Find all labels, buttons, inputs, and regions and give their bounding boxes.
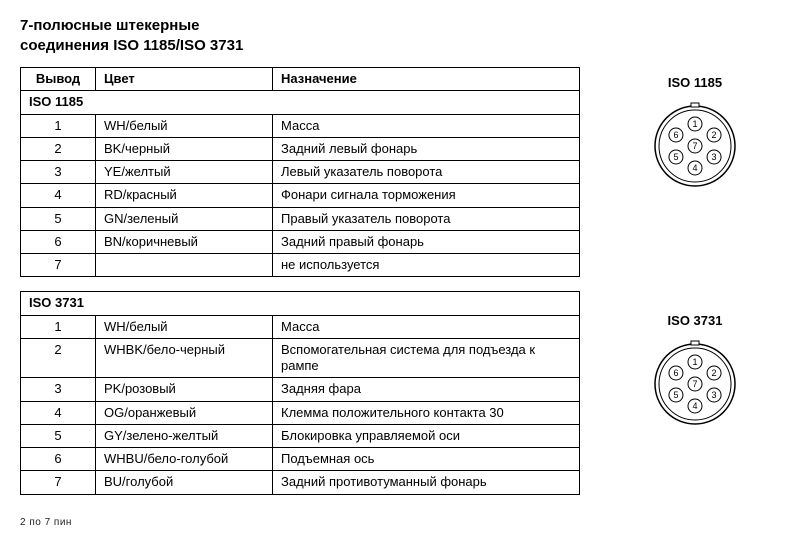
cell-color: OG/оранжевый bbox=[96, 401, 273, 424]
svg-text:7: 7 bbox=[692, 379, 697, 389]
cell-color: WHBU/бело-голубой bbox=[96, 448, 273, 471]
cell-color: PK/розовый bbox=[96, 378, 273, 401]
table-row: 2BK/черныйЗадний левый фонарь bbox=[21, 137, 580, 160]
header-pin: Вывод bbox=[21, 68, 96, 91]
title-line1: 7-полюсные штекерные bbox=[20, 17, 199, 34]
title-line2: соединения ISO 1185/ISO 3731 bbox=[20, 37, 243, 54]
section-row-iso1185: ISO 1185 bbox=[21, 91, 580, 114]
cell-pin: 5 bbox=[21, 207, 96, 230]
table-row: 7 не используется bbox=[21, 254, 580, 277]
svg-text:6: 6 bbox=[673, 130, 678, 140]
cell-pin: 4 bbox=[21, 184, 96, 207]
diagram-label: ISO 1185 bbox=[650, 75, 740, 90]
cell-color: GN/зеленый bbox=[96, 207, 273, 230]
cell-pin: 3 bbox=[21, 161, 96, 184]
table-row: 6BN/коричневыйЗадний правый фонарь bbox=[21, 230, 580, 253]
cell-func: Задний противотуманный фонарь bbox=[273, 471, 580, 494]
table-row: 4RD/красныйФонари сигнала торможения bbox=[21, 184, 580, 207]
cell-func: Подъемная ось bbox=[273, 448, 580, 471]
cell-func: Задняя фара bbox=[273, 378, 580, 401]
cell-func: Задний правый фонарь bbox=[273, 230, 580, 253]
cell-color: WH/белый bbox=[96, 315, 273, 338]
page-title: 7-полюсные штекерные соединения ISO 1185… bbox=[20, 16, 780, 55]
svg-text:2: 2 bbox=[712, 130, 717, 140]
diagrams-column: ISO 1185 1 2 3 4 5 6 7 ISO 3731 1 2 3 4 5 6 7 bbox=[610, 67, 780, 431]
cell-func: Задний левый фонарь bbox=[273, 137, 580, 160]
diagram-label: ISO 3731 bbox=[650, 313, 740, 328]
cell-func: не используется bbox=[273, 254, 580, 277]
cell-color: GY/зелено-желтый bbox=[96, 424, 273, 447]
diagram-iso1185: ISO 1185 1 2 3 4 5 6 7 bbox=[650, 75, 740, 193]
cell-color: RD/красный bbox=[96, 184, 273, 207]
svg-text:1: 1 bbox=[692, 119, 697, 129]
connector-icon: 1 2 3 4 5 6 7 bbox=[650, 338, 740, 428]
cell-pin: 7 bbox=[21, 254, 96, 277]
table-header-row: Вывод Цвет Назначение bbox=[21, 68, 580, 91]
table-row: 7BU/голубойЗадний противотуманный фонарь bbox=[21, 471, 580, 494]
cell-color bbox=[96, 254, 273, 277]
table-row: 3YE/желтыйЛевый указатель поворота bbox=[21, 161, 580, 184]
cell-color: WHBK/бело-черный bbox=[96, 338, 273, 378]
cell-color: WH/белый bbox=[96, 114, 273, 137]
section-label: ISO 1185 bbox=[21, 91, 580, 114]
header-func: Назначение bbox=[273, 68, 580, 91]
section-label: ISO 3731 bbox=[21, 292, 580, 315]
cell-pin: 6 bbox=[21, 448, 96, 471]
footer-text: 2 по 7 пин bbox=[20, 517, 780, 528]
svg-text:1: 1 bbox=[692, 357, 697, 367]
cell-pin: 2 bbox=[21, 338, 96, 378]
section-row-iso3731: ISO 3731 bbox=[21, 292, 580, 315]
svg-text:3: 3 bbox=[712, 152, 717, 162]
cell-func: Клемма положительного контакта 30 bbox=[273, 401, 580, 424]
table-row: 1WH/белыйМасса bbox=[21, 114, 580, 137]
main-layout: Вывод Цвет Назначение ISO 1185 1WH/белый… bbox=[20, 67, 780, 509]
cell-pin: 3 bbox=[21, 378, 96, 401]
cell-func: Вспомогательная система для подъезда к р… bbox=[273, 338, 580, 378]
cell-func: Блокировка управляемой оси bbox=[273, 424, 580, 447]
table-row: 4OG/оранжевыйКлемма положительного конта… bbox=[21, 401, 580, 424]
cell-pin: 2 bbox=[21, 137, 96, 160]
cell-func: Фонари сигнала торможения bbox=[273, 184, 580, 207]
cell-pin: 7 bbox=[21, 471, 96, 494]
table-row: 2WHBK/бело-черныйВспомогательная система… bbox=[21, 338, 580, 378]
cell-color: BU/голубой bbox=[96, 471, 273, 494]
connector-icon: 1 2 3 4 5 6 7 bbox=[650, 100, 740, 190]
table-iso1185: Вывод Цвет Назначение ISO 1185 1WH/белый… bbox=[20, 67, 580, 277]
svg-text:6: 6 bbox=[673, 368, 678, 378]
svg-text:3: 3 bbox=[712, 390, 717, 400]
cell-func: Правый указатель поворота bbox=[273, 207, 580, 230]
table-row: 6WHBU/бело-голубойПодъемная ось bbox=[21, 448, 580, 471]
cell-color: YE/желтый bbox=[96, 161, 273, 184]
diagram-iso3731: ISO 3731 1 2 3 4 5 6 7 bbox=[650, 313, 740, 431]
cell-pin: 1 bbox=[21, 315, 96, 338]
cell-func: Масса bbox=[273, 315, 580, 338]
svg-text:4: 4 bbox=[692, 163, 697, 173]
cell-pin: 6 bbox=[21, 230, 96, 253]
table-iso3731: ISO 3731 1WH/белыйМасса2WHBK/бело-черный… bbox=[20, 291, 580, 494]
cell-pin: 5 bbox=[21, 424, 96, 447]
table-row: 1WH/белыйМасса bbox=[21, 315, 580, 338]
cell-color: BK/черный bbox=[96, 137, 273, 160]
cell-func: Левый указатель поворота bbox=[273, 161, 580, 184]
svg-text:5: 5 bbox=[673, 152, 678, 162]
cell-func: Масса bbox=[273, 114, 580, 137]
cell-color: BN/коричневый bbox=[96, 230, 273, 253]
cell-pin: 1 bbox=[21, 114, 96, 137]
svg-text:4: 4 bbox=[692, 401, 697, 411]
header-color: Цвет bbox=[96, 68, 273, 91]
svg-text:7: 7 bbox=[692, 141, 697, 151]
table-row: 3PK/розовыйЗадняя фара bbox=[21, 378, 580, 401]
tables-column: Вывод Цвет Назначение ISO 1185 1WH/белый… bbox=[20, 67, 580, 509]
svg-text:2: 2 bbox=[712, 368, 717, 378]
cell-pin: 4 bbox=[21, 401, 96, 424]
table-row: 5GN/зеленыйПравый указатель поворота bbox=[21, 207, 580, 230]
table-row: 5GY/зелено-желтыйБлокировка управляемой … bbox=[21, 424, 580, 447]
svg-text:5: 5 bbox=[673, 390, 678, 400]
